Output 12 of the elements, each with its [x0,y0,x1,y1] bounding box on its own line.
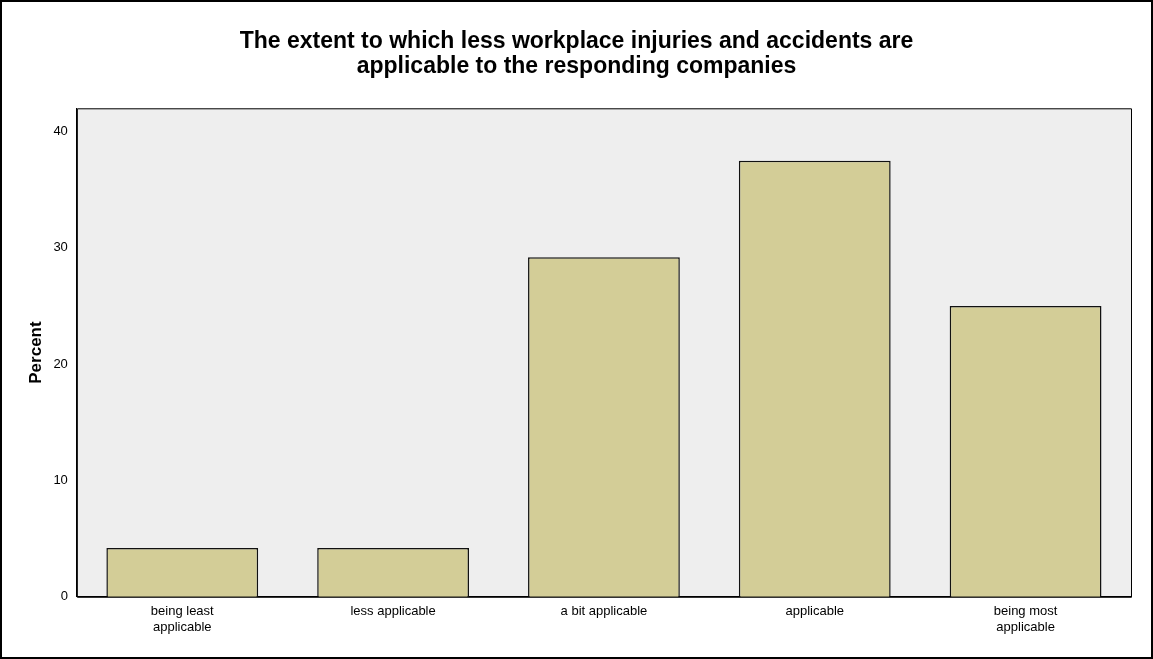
x-tick-label: being most applicable [993,603,1058,634]
x-tick-label: applicable [785,603,845,619]
chart-title: The extent to which less workplace injuries and accidents are applicable to the responding companies [239,27,914,78]
y-tick-label: 30 [53,239,68,255]
x-tick-label: a bit applicable [560,603,648,619]
y-tick-label: 10 [53,472,68,488]
y-tick-label: 0 [60,588,68,604]
x-tick-label: less applicable [350,603,436,619]
y-axis-title: Percent [25,321,45,384]
x-tick-label: being least applicable [150,603,215,634]
y-tick-label: 20 [53,355,68,371]
y-tick-label: 40 [53,123,68,139]
